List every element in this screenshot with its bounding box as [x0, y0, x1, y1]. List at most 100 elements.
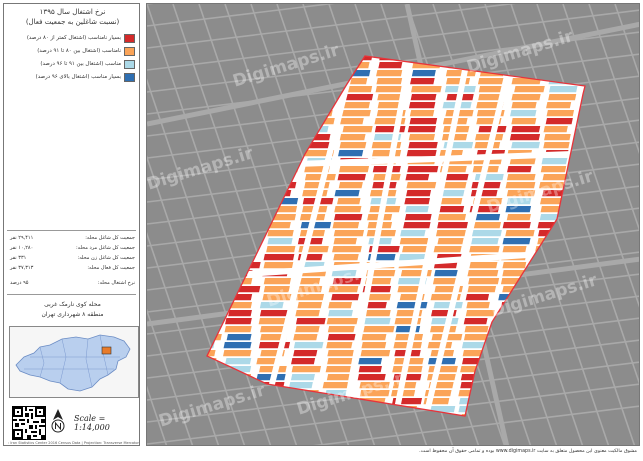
- block-parcel: [334, 206, 362, 213]
- block-parcel: [405, 206, 429, 213]
- block-parcel: [333, 230, 365, 237]
- block-parcel: [333, 254, 359, 261]
- block-parcel: [343, 102, 370, 109]
- block-parcel: [165, 230, 192, 236]
- block-parcel: [549, 86, 578, 93]
- street-line: [562, 4, 639, 231]
- block-parcel: [267, 230, 294, 237]
- block-parcel: [263, 286, 290, 293]
- block-parcel: [546, 110, 575, 117]
- inset-map-graphic: [15, 334, 131, 392]
- north-arrow-icon: [50, 408, 66, 436]
- block-parcel: [361, 342, 387, 349]
- map-scale: Scale = 1:14,000: [74, 414, 110, 432]
- block-parcel: [545, 118, 573, 125]
- block-parcel: [506, 190, 536, 197]
- block-parcel: [404, 198, 430, 205]
- block-parcel: [505, 206, 532, 213]
- block-parcel: [502, 238, 531, 245]
- block-parcel: [230, 222, 262, 229]
- block-parcel: [294, 294, 325, 301]
- block-parcel: [506, 198, 532, 205]
- block-parcel: [270, 166, 299, 173]
- block-parcel: [376, 78, 403, 85]
- block-parcel: [436, 214, 467, 221]
- block-parcel: [290, 374, 315, 381]
- block-parcel: [535, 254, 566, 261]
- block-parcel: [433, 302, 463, 309]
- block-parcel: [543, 126, 568, 133]
- block-parcel: [407, 126, 436, 133]
- block-parcel: [538, 230, 570, 237]
- block-parcel: [511, 94, 541, 101]
- block-parcel: [437, 238, 464, 245]
- block-parcel: [527, 406, 553, 413]
- main-road: [344, 61, 412, 405]
- block-parcel: [342, 126, 373, 133]
- block-parcel: [306, 142, 333, 149]
- block-parcel: [326, 342, 353, 349]
- block-parcel: [531, 318, 558, 325]
- block-parcel: [207, 206, 228, 213]
- block-parcel: [359, 390, 390, 397]
- block-parcel: [340, 118, 364, 125]
- block-parcel: [332, 222, 360, 229]
- legend-swatch-blue: [124, 73, 135, 82]
- block-parcel: [358, 358, 383, 365]
- block-parcel: [507, 166, 532, 173]
- block-parcel: [322, 430, 347, 436]
- block-parcel: [511, 102, 537, 109]
- block-parcel: [502, 246, 527, 253]
- block-parcel: [225, 358, 252, 365]
- block-parcel: [511, 126, 541, 133]
- block-parcel: [468, 278, 500, 285]
- block-parcel: [389, 414, 416, 416]
- block-parcel: [332, 278, 362, 285]
- block-parcel: [364, 318, 391, 325]
- block-parcel: [443, 126, 470, 133]
- block-parcel: [293, 334, 318, 341]
- block-parcel: [471, 230, 502, 237]
- block-parcel: [361, 334, 387, 341]
- block-parcel: [372, 150, 402, 157]
- block-parcel: [410, 78, 435, 85]
- street-line: [536, 4, 639, 308]
- main-road: [246, 251, 543, 277]
- block-parcel: [502, 262, 527, 269]
- qr-code: [12, 406, 46, 440]
- block-parcel: [263, 254, 295, 261]
- block-parcel: [207, 198, 231, 205]
- block-parcel: [232, 238, 262, 245]
- block-parcel: [270, 134, 296, 141]
- block-parcel: [368, 238, 392, 245]
- block-parcel: [438, 182, 467, 189]
- block-parcel: [237, 110, 263, 117]
- block-parcel: [207, 118, 230, 125]
- block-parcel: [161, 310, 191, 316]
- block-parcel: [374, 126, 406, 133]
- block-parcel: [326, 318, 358, 325]
- block-parcel: [359, 382, 390, 389]
- block-parcel: [226, 334, 252, 341]
- legend-title: نرخ اشتغال سال ۱۳۹۵: [39, 8, 106, 16]
- legend-swatch-red: [124, 34, 135, 43]
- block-parcel: [397, 286, 422, 293]
- block-parcel: [378, 62, 403, 69]
- street-line: [147, 383, 639, 445]
- block-parcel: [293, 350, 318, 357]
- block-parcel: [460, 414, 487, 416]
- block-parcel: [511, 118, 537, 125]
- block-parcel: [506, 174, 536, 181]
- block-parcel: [354, 430, 381, 436]
- block-parcel: [440, 190, 465, 197]
- block-parcel: [543, 142, 570, 149]
- block-parcel: [153, 430, 180, 436]
- block-parcel: [377, 94, 402, 101]
- street-line: [313, 405, 639, 445]
- block-parcel: [434, 270, 460, 277]
- stat-label: نرخ اشتغال محله:: [97, 280, 135, 286]
- block-parcel: [291, 366, 322, 373]
- block-parcel: [160, 270, 186, 276]
- block-parcel: [502, 222, 531, 229]
- main-road: [424, 75, 510, 413]
